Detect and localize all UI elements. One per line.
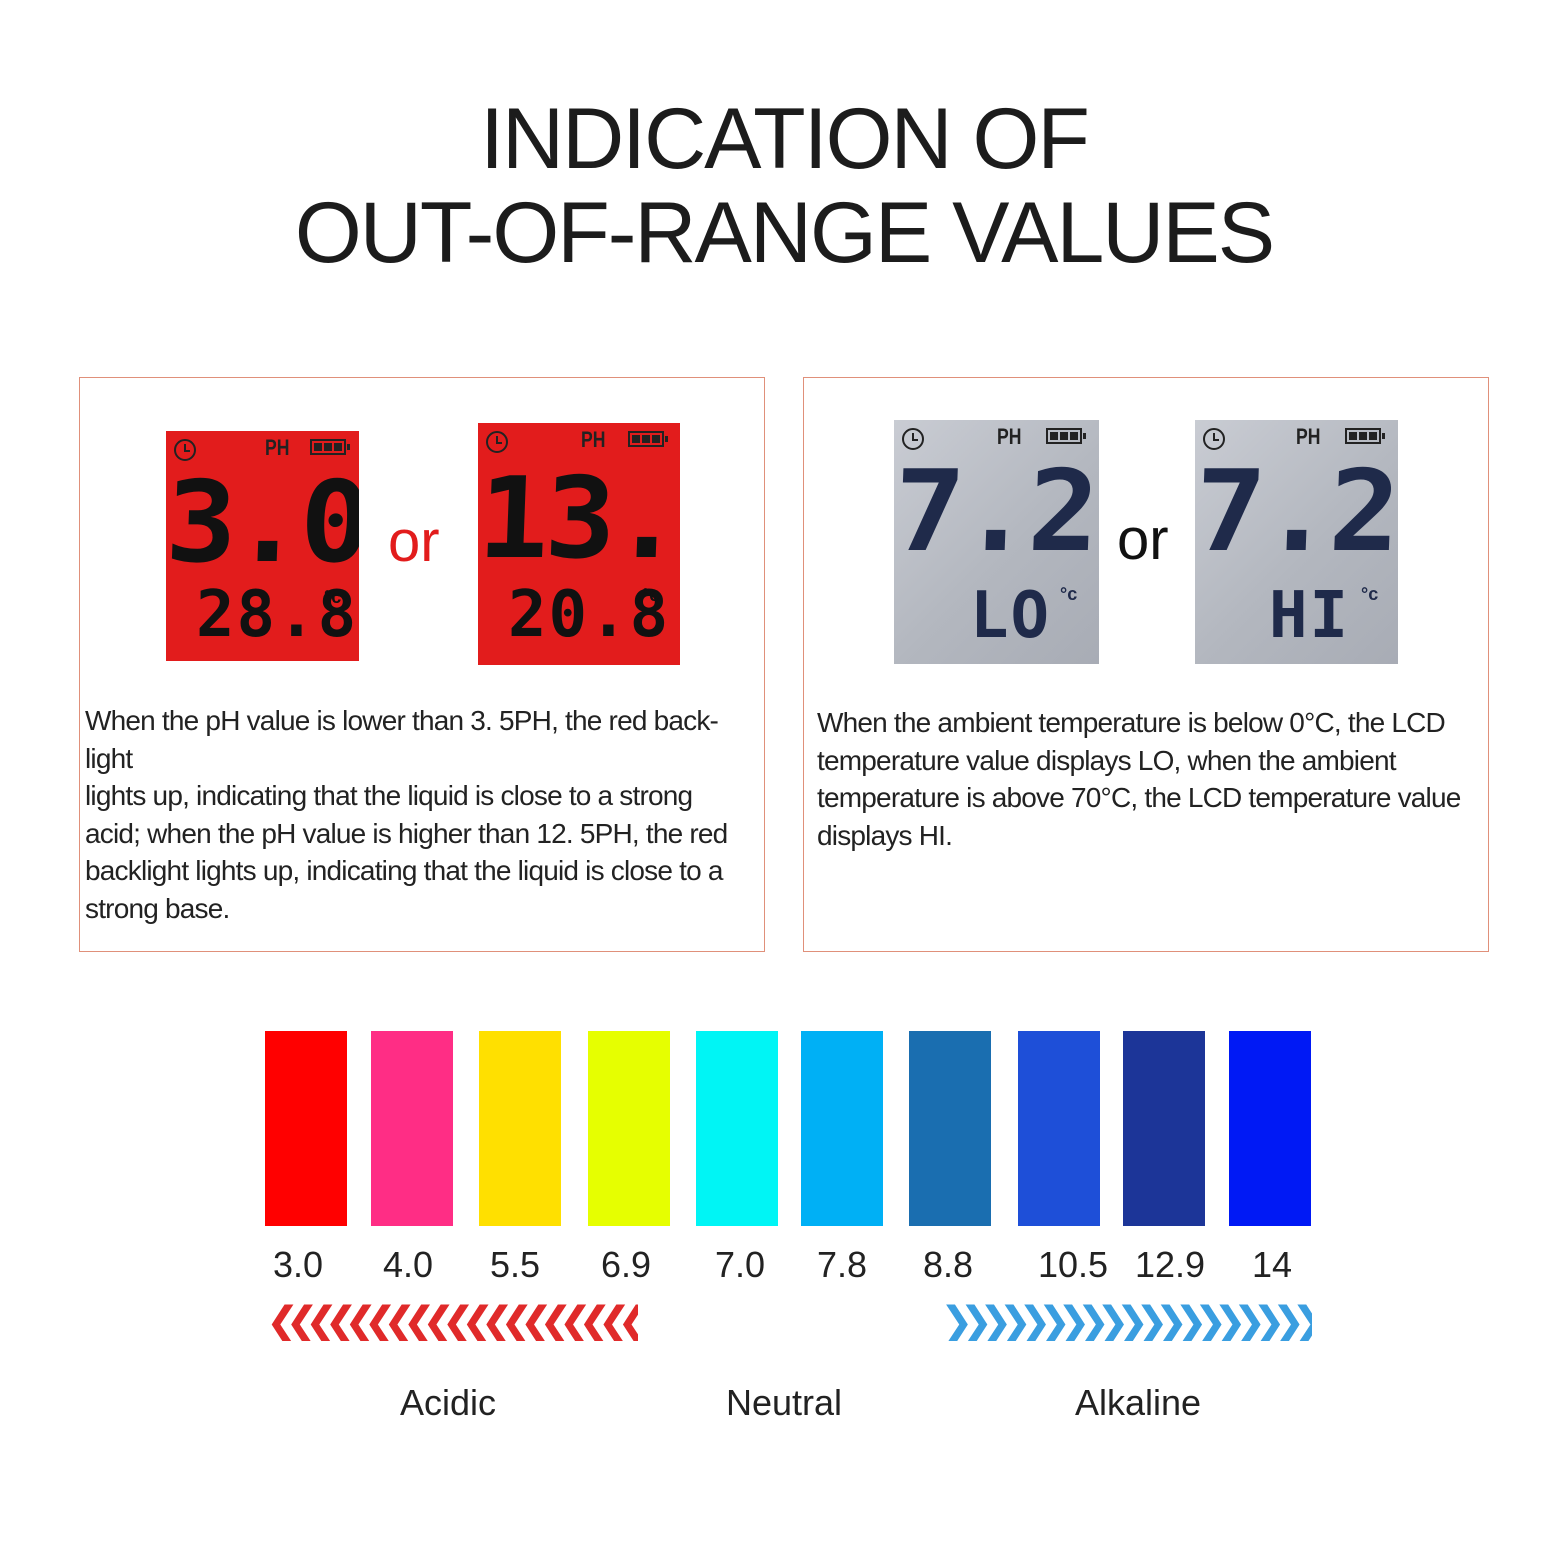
ph-swatch — [265, 1031, 347, 1226]
battery-icon — [628, 431, 668, 447]
temperature-reading: HI — [1269, 579, 1351, 653]
ph-label: PH — [1296, 424, 1321, 449]
description-line: light — [85, 742, 133, 774]
title-line-1: INDICATION OF — [480, 91, 1090, 187]
ph-value-label: 6.9 — [600, 1244, 652, 1285]
celsius-unit: °c — [1060, 584, 1078, 604]
ph-value-label: 10.5 — [1037, 1244, 1109, 1285]
description-line: temperature value displays LO, when the … — [817, 744, 1397, 776]
clock-icon — [174, 439, 196, 461]
description-line: temperature is above 70°C, the LCD tempe… — [817, 782, 1461, 813]
ph-reading: 3.08 — [166, 456, 359, 588]
battery-icon — [1046, 428, 1086, 444]
title-line-2: OUT-OF-RANGE VALUES — [294, 185, 1275, 281]
ph-swatch — [1229, 1031, 1311, 1226]
ph-swatch — [1123, 1031, 1205, 1226]
ph-swatch — [1018, 1031, 1100, 1226]
description-line: When the pH value is lower than 3. 5PH, … — [85, 705, 719, 736]
ph-label: PH — [581, 427, 606, 452]
temperature-reading: 20.8 — [508, 578, 671, 652]
battery-icon — [1345, 428, 1385, 444]
ph-swatch — [479, 1031, 561, 1226]
acidic-arrows-icon: ❮❮❮❮❮❮❮❮❮❮❮❮❮❮❮❮❮❮❮❮❮❮❮❮❮❮❮❮❮❮❮❮❮❮❮❮ — [266, 1303, 638, 1341]
ph-reading: 7.29 — [1195, 445, 1398, 577]
page-title: INDICATION OF OUT-OF-RANGE VALUES — [0, 92, 1568, 280]
lcd-display-temp-high: PH 7.29 HI °c — [1195, 420, 1398, 664]
battery-icon — [310, 439, 350, 455]
ph-value-label: 14 — [1251, 1244, 1293, 1285]
alkaline-label: Alkaline — [1074, 1382, 1202, 1423]
temperature-reading: LO — [970, 579, 1052, 653]
celsius-unit: °c — [642, 585, 660, 605]
clock-icon — [902, 428, 924, 450]
lcd-display-high-ph: PH 13.0 20.8 °c — [478, 423, 680, 665]
description-line: strong base. — [85, 892, 230, 924]
ph-value-label: 4.0 — [382, 1244, 434, 1285]
acid-base-description: When the pH value is lower than 3. 5PH, … — [85, 702, 761, 927]
ph-swatch — [801, 1031, 883, 1226]
acid-base-panel: PH 3.08 28.8 °c or PH 13.0 20.8 °c When … — [79, 377, 765, 952]
ph-reading: 7.29 — [894, 445, 1099, 577]
temperature-panel: PH 7.29 LO °c or PH 7.29 HI °c When the … — [803, 377, 1489, 952]
celsius-unit: °c — [1361, 584, 1379, 604]
temperature-reading: 28.8 — [196, 578, 359, 652]
description-line: lights up, indicating that the liquid is… — [85, 780, 693, 811]
description-line: When the ambient temperature is below 0°… — [817, 707, 1446, 738]
ph-swatch — [696, 1031, 778, 1226]
alkaline-arrows-icon: ❯❯❯❯❯❯❯❯❯❯❯❯❯❯❯❯❯❯❯❯❯❯❯❯❯❯❯❯❯❯❯❯❯❯❯❯ — [940, 1303, 1312, 1341]
lcd-display-temp-low: PH 7.29 LO °c — [894, 420, 1099, 664]
ph-value-label: 7.8 — [816, 1244, 868, 1285]
ph-label: PH — [997, 424, 1022, 449]
ph-value-label: 12.9 — [1134, 1244, 1206, 1285]
neutral-label: Neutral — [725, 1382, 843, 1423]
or-text: or — [1117, 507, 1169, 572]
ph-value-label: 7.0 — [714, 1244, 766, 1285]
ph-swatch — [371, 1031, 453, 1226]
or-text: or — [388, 509, 440, 574]
temperature-description: When the ambient temperature is below 0°… — [817, 704, 1485, 854]
ph-swatch — [588, 1031, 670, 1226]
acidic-label: Acidic — [399, 1382, 497, 1423]
celsius-unit: °c — [324, 587, 342, 607]
ph-swatch — [909, 1031, 991, 1226]
description-line: acid; when the pH value is higher than 1… — [85, 817, 728, 849]
description-line: displays HI. — [817, 819, 953, 851]
ph-value-label: 5.5 — [489, 1244, 541, 1285]
lcd-display-low-ph: PH 3.08 28.8 °c — [166, 431, 359, 661]
clock-icon — [1203, 428, 1225, 450]
ph-value-label: 3.0 — [272, 1244, 324, 1285]
description-line: backlight lights up, indicating that the… — [85, 855, 723, 886]
ph-label: PH — [265, 435, 290, 460]
ph-reading: 13.0 — [478, 452, 680, 584]
clock-icon — [486, 431, 508, 453]
ph-value-label: 8.8 — [922, 1244, 974, 1285]
